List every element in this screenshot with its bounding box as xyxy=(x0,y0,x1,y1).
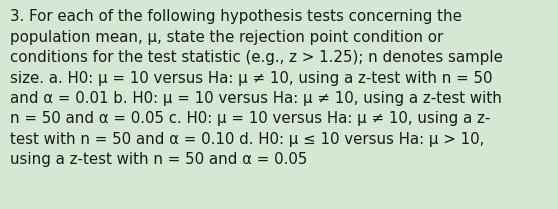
Text: 3. For each of the following hypothesis tests concerning the
population mean, μ,: 3. For each of the following hypothesis … xyxy=(10,9,503,167)
